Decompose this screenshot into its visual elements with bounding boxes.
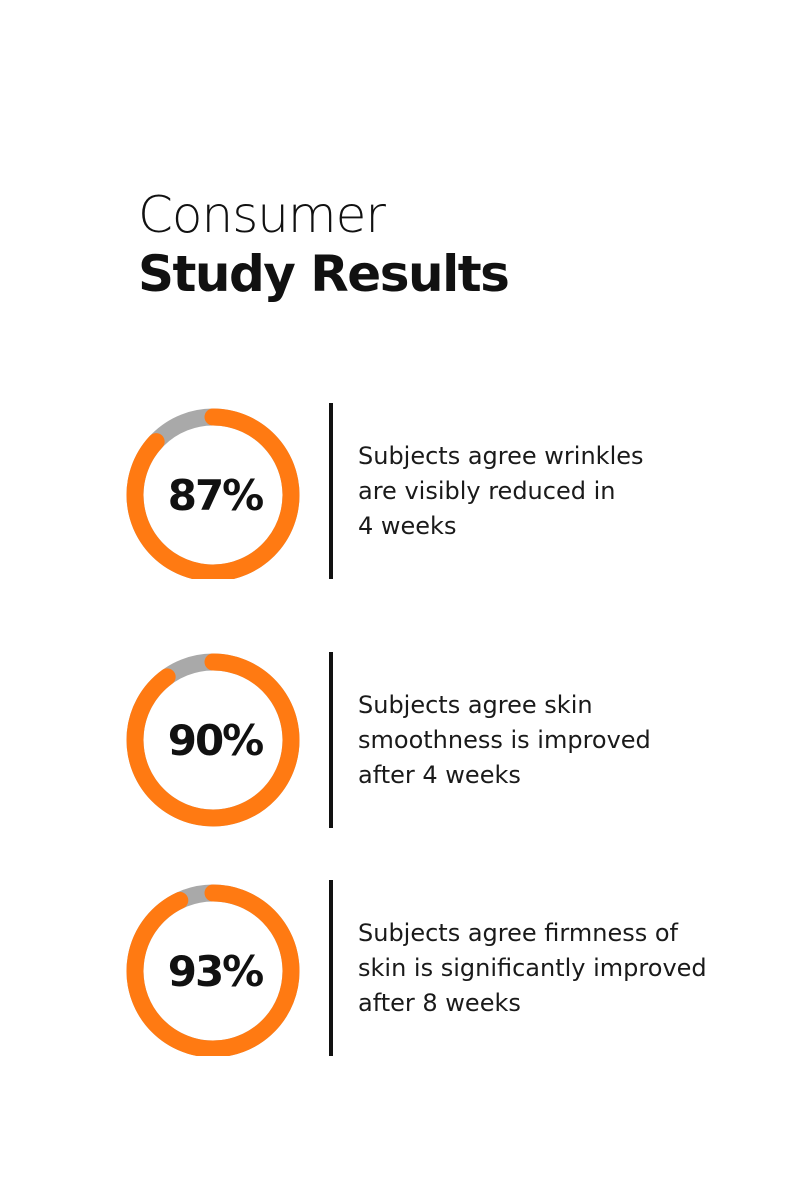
percentage-label: 87% xyxy=(168,471,263,520)
description-line: smoothness is improved xyxy=(358,725,651,754)
divider xyxy=(329,403,333,579)
description-line: after 4 weeks xyxy=(358,760,521,789)
donut-chart-wrinkles: 87% xyxy=(120,403,310,579)
percentage-label: 93% xyxy=(168,947,263,996)
description-line: skin is significantly improved xyxy=(358,953,707,982)
description-line: Subjects agree firmness of xyxy=(358,918,678,947)
donut-value-arc xyxy=(126,884,300,1056)
stat-description: Subjects agree firmness of skin is signi… xyxy=(358,880,707,1056)
title-line-consumer: Consumer xyxy=(138,186,386,244)
description-line: Subjects agree wrinkles xyxy=(358,441,644,470)
description-line: 4 weeks xyxy=(358,511,457,540)
divider xyxy=(329,880,333,1056)
percentage-label: 90% xyxy=(168,716,263,765)
stat-description: Subjects agree skin smoothness is improv… xyxy=(358,652,651,828)
donut-value-arc xyxy=(126,408,300,579)
stat-block-wrinkles: 87% Subjects agree wrinkles are visibly … xyxy=(0,403,800,579)
donut-value-arc xyxy=(126,653,300,827)
title-line-study-results: Study Results xyxy=(138,245,510,303)
description-line: are visibly reduced in xyxy=(358,476,616,505)
divider xyxy=(329,652,333,828)
donut-svg: 93% xyxy=(126,884,300,1056)
stat-description: Subjects agree wrinkles are visibly redu… xyxy=(358,403,644,579)
page-title: Consumer Study Results xyxy=(138,186,510,304)
stat-block-firmness: 93% Subjects agree firmness of skin is s… xyxy=(0,880,800,1056)
donut-svg: 90% xyxy=(126,653,300,827)
donut-svg: 87% xyxy=(126,408,300,579)
stat-block-smoothness: 90% Subjects agree skin smoothness is im… xyxy=(0,652,800,828)
description-line: after 8 weeks xyxy=(358,988,521,1017)
description-line: Subjects agree skin xyxy=(358,690,593,719)
donut-chart-smoothness: 90% xyxy=(120,652,310,828)
donut-chart-firmness: 93% xyxy=(120,880,310,1056)
